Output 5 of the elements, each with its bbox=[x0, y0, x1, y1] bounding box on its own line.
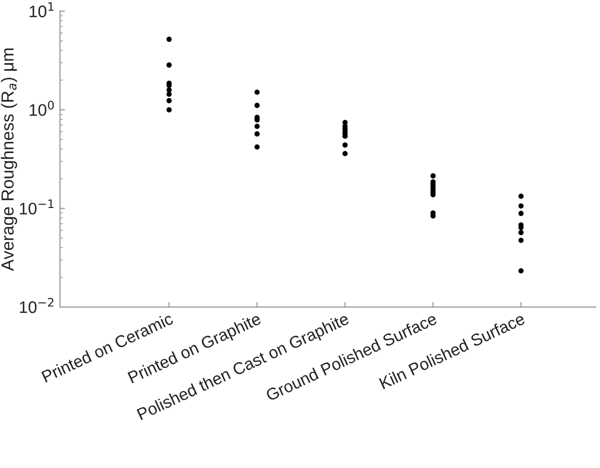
y-axis-title: Average Roughness (R$_{a}$) μm bbox=[0, 48, 18, 271]
y-tick-label: 10$^{−1}$ bbox=[20, 199, 54, 215]
y-tick-label: 10$^{1}$ bbox=[30, 2, 54, 18]
y-tick-label: 10$^{−2}$ bbox=[20, 298, 54, 314]
y-tick-label: 10$^{0}$ bbox=[30, 100, 54, 116]
